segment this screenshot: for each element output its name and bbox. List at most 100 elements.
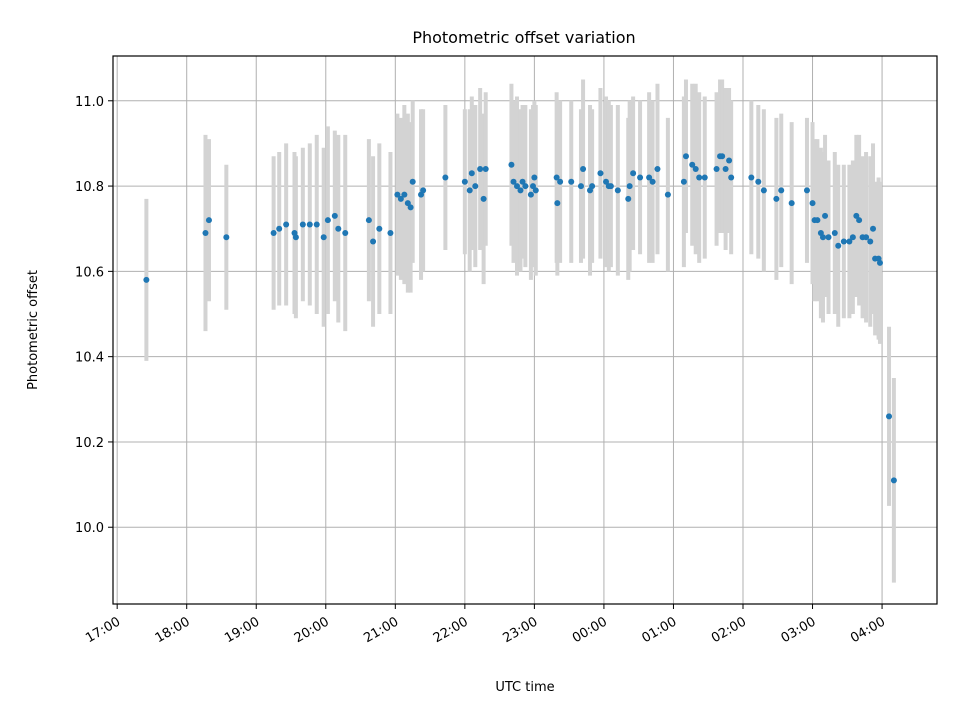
data-point xyxy=(597,170,604,177)
data-point xyxy=(342,229,349,236)
data-point xyxy=(876,259,883,266)
data-point xyxy=(719,153,726,160)
data-point xyxy=(649,178,656,185)
data-point xyxy=(863,234,870,241)
x-tick-label: 01:00 xyxy=(640,614,680,646)
data-point xyxy=(853,212,860,219)
error-bars xyxy=(144,79,896,583)
x-tick-label: 22:00 xyxy=(431,614,471,646)
x-tick-label: 03:00 xyxy=(779,614,819,646)
data-point xyxy=(468,170,475,177)
data-point xyxy=(517,187,524,194)
data-point xyxy=(831,229,838,236)
data-point xyxy=(760,187,767,194)
data-point xyxy=(519,178,526,185)
data-point xyxy=(603,178,610,185)
data-point xyxy=(510,178,517,185)
data-point xyxy=(835,242,842,249)
data-point xyxy=(867,238,874,245)
data-point xyxy=(870,225,877,232)
data-point xyxy=(726,157,733,164)
data-point xyxy=(748,174,755,181)
data-point xyxy=(755,178,762,185)
data-point xyxy=(788,200,795,207)
data-point xyxy=(819,234,826,241)
data-point xyxy=(409,178,416,185)
x-axis-ticks: 17:00 18:00 19:00 20:00 21:00 22:00 23:00 00:00… xyxy=(83,604,888,646)
data-point xyxy=(508,161,515,168)
data-point xyxy=(713,166,720,173)
data-point xyxy=(554,200,561,207)
data-point xyxy=(557,178,564,185)
x-tick-label: 21:00 xyxy=(361,614,401,646)
data-point xyxy=(283,221,290,228)
data-point xyxy=(840,238,847,245)
data-point xyxy=(202,229,209,236)
data-point xyxy=(466,187,473,194)
data-point xyxy=(394,191,401,198)
data-point xyxy=(696,174,703,181)
data-point xyxy=(514,183,521,190)
data-point xyxy=(614,187,621,194)
y-tick-label: 10.2 xyxy=(75,436,104,451)
data-point xyxy=(370,238,377,245)
data-point xyxy=(646,174,653,181)
data-point xyxy=(825,234,832,241)
data-point xyxy=(397,195,404,202)
data-point xyxy=(637,174,644,181)
data-point xyxy=(472,183,479,190)
data-point xyxy=(331,212,338,219)
data-point xyxy=(401,191,408,198)
data-point xyxy=(320,234,327,241)
data-point xyxy=(387,229,394,236)
data-point xyxy=(442,174,449,181)
x-axis-label: UTC time xyxy=(495,680,554,695)
x-tick-label: 02:00 xyxy=(709,614,749,646)
data-point xyxy=(577,183,584,190)
data-point xyxy=(205,217,212,224)
data-point xyxy=(143,276,150,283)
data-point xyxy=(654,166,661,173)
data-point xyxy=(886,413,893,420)
data-point xyxy=(461,178,468,185)
data-point xyxy=(580,166,587,173)
data-point xyxy=(803,187,810,194)
data-point xyxy=(778,187,785,194)
data-point xyxy=(822,212,829,219)
x-tick-label: 00:00 xyxy=(570,614,610,646)
data-point xyxy=(324,217,331,224)
data-point xyxy=(625,195,632,202)
data-point xyxy=(849,234,856,241)
data-point xyxy=(306,221,313,228)
data-point xyxy=(607,183,614,190)
data-point xyxy=(890,477,897,484)
data-point xyxy=(404,200,411,207)
y-tick-label: 10.8 xyxy=(75,180,104,195)
x-tick-label: 04:00 xyxy=(848,614,888,646)
data-point xyxy=(589,183,596,190)
data-point xyxy=(420,187,427,194)
data-point xyxy=(480,195,487,202)
data-point xyxy=(664,191,671,198)
data-point xyxy=(527,191,534,198)
data-point xyxy=(223,234,230,241)
data-point xyxy=(692,166,699,173)
data-point xyxy=(701,174,708,181)
data-point xyxy=(814,217,821,224)
data-point xyxy=(532,187,539,194)
y-tick-label: 10.0 xyxy=(75,521,104,536)
data-point xyxy=(630,170,637,177)
data-point xyxy=(856,217,863,224)
data-point xyxy=(846,238,853,245)
data-point xyxy=(689,161,696,168)
data-point xyxy=(728,174,735,181)
y-axis-ticks: 10.0 10.2 10.4 10.6 10.8 11.0 xyxy=(75,95,113,536)
chart-title: Photometric offset variation xyxy=(412,28,635,47)
data-point xyxy=(522,183,529,190)
y-tick-label: 10.4 xyxy=(75,351,104,366)
x-tick-label: 19:00 xyxy=(222,614,262,646)
plot-frame xyxy=(112,55,938,605)
x-tick-label: 17:00 xyxy=(83,614,123,646)
data-point xyxy=(529,183,536,190)
